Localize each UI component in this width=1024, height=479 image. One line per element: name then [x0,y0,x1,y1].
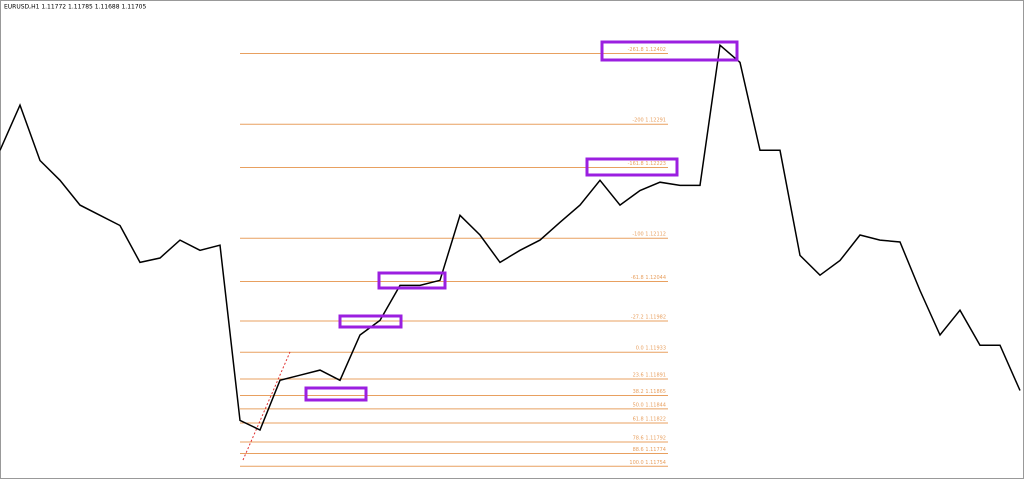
fib-label: 78.6 1.11792 [633,436,666,442]
highlight-box [377,271,447,290]
fib-label: 88.6 1.11774 [633,447,666,453]
highlight-box [600,40,739,62]
highlight-box [338,314,403,329]
fib-label: 23.6 1.11891 [633,372,666,378]
highlight-box [304,386,368,402]
chart-title: EURUSD,H1 1.11772 1.11785 1.11688 1.1170… [4,4,146,11]
highlight-box [585,157,679,177]
fib-label: 38.2 1.11865 [633,389,666,395]
fib-label: -27.2 1.11982 [631,315,666,321]
price-series [0,43,1021,432]
fib-label: 61.8 1.11822 [633,416,666,422]
fib-label: 100.0 1.11754 [629,460,666,466]
fib-label: 50.0 1.11844 [633,402,666,408]
fib-label: 0.0 1.11933 [636,346,666,352]
price-line [0,43,1021,432]
fib-label: -261.8 1.12402 [628,47,666,53]
fib-label: -200 1.12291 [632,118,666,124]
fib-label: -161.8 1.12223 [628,161,666,167]
fib-label: -61.8 1.12044 [631,275,666,281]
highlight-boxes [304,40,739,402]
fib-levels: -261.8 1.12402 -200 1.12291 -161.8 1.12223… [240,47,668,467]
fib-label: -100 1.12112 [632,232,666,238]
